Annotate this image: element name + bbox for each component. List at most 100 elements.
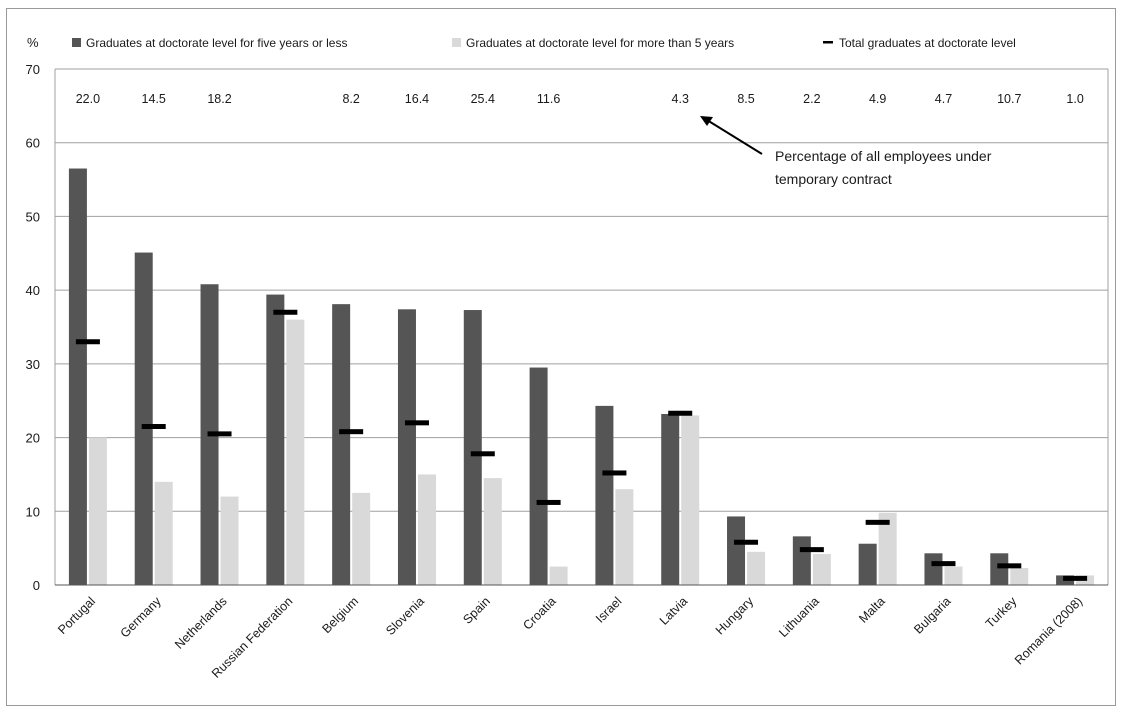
- temp-contract-label-15: 1.0: [1066, 92, 1083, 106]
- annotation-arrow-head: [700, 116, 713, 126]
- bar-older-6: [483, 478, 502, 585]
- temp-contract-label-2: 18.2: [207, 92, 231, 106]
- annotation: Percentage of all employees under tempor…: [700, 116, 992, 187]
- marker-total-3: [273, 309, 298, 315]
- temp-contract-label-5: 16.4: [405, 92, 429, 106]
- marker-total-14: [997, 563, 1022, 569]
- marker-total-4: [339, 429, 364, 435]
- marker-total-6: [470, 451, 495, 457]
- bar-recent-6: [463, 310, 482, 585]
- bar-older-9: [681, 415, 700, 585]
- temporary-contract-labels: 22.0 14.5 18.2 8.2 16.4 25.4 11.6 4.3 8.5 2.2 4.9 4…: [76, 92, 1084, 106]
- y-tick-label: 20: [26, 431, 40, 446]
- marker-total-10: [734, 539, 759, 545]
- marker-total-0: [75, 339, 100, 345]
- y-axis-ticks: 0 10 20 30 40 50 60 70: [26, 62, 40, 593]
- legend-label-recent: Graduates at doctorate level for five ye…: [86, 36, 347, 50]
- y-tick-label: 70: [26, 62, 40, 77]
- category-label-5: Slovenia: [383, 594, 427, 638]
- bar-older-4: [352, 492, 371, 585]
- y-tick-label: 10: [26, 504, 40, 519]
- bar-older-14: [1010, 568, 1029, 585]
- temp-contract-label-12: 4.9: [869, 92, 886, 106]
- annotation-arrow-line: [706, 119, 763, 155]
- marker-total-8: [602, 470, 627, 476]
- bar-recent-11: [792, 536, 811, 585]
- gridlines: [54, 68, 1109, 585]
- legend-swatch-recent: [72, 38, 81, 47]
- category-label-15: Romania (2008): [1012, 594, 1085, 667]
- y-tick-label: 60: [26, 136, 40, 151]
- bar-older-13: [944, 566, 963, 585]
- temp-contract-label-0: 22.0: [76, 92, 100, 106]
- category-label-12: Malta: [856, 594, 888, 626]
- bar-recent-4: [332, 304, 351, 585]
- bar-older-12: [878, 512, 897, 585]
- y-tick-label: 40: [26, 283, 40, 298]
- category-label-0: Portugal: [55, 594, 98, 637]
- bar-older-0: [88, 437, 107, 585]
- bar-recent-13: [924, 553, 943, 585]
- temp-contract-label-9: 4.3: [672, 92, 689, 106]
- temp-contract-label-7: 11.6: [537, 92, 560, 106]
- marker-total-15: [1063, 575, 1088, 581]
- bar-older-5: [417, 474, 436, 585]
- bar-older-3: [286, 319, 305, 585]
- y-tick-label: 50: [26, 209, 40, 224]
- bar-recent-1: [134, 252, 153, 585]
- temp-contract-label-11: 2.2: [803, 92, 820, 106]
- annotation-line-2: temporary contract: [775, 171, 892, 187]
- annotation-line-1: Percentage of all employees under: [775, 148, 992, 164]
- bar-recent-5: [397, 309, 416, 585]
- category-label-7: Croatia: [520, 594, 558, 632]
- bars: [68, 168, 1095, 585]
- temp-contract-label-10: 8.5: [737, 92, 754, 106]
- total-markers: [75, 309, 1088, 581]
- y-tick-label: 30: [26, 357, 40, 372]
- bar-recent-14: [990, 553, 1009, 585]
- bar-older-7: [549, 566, 568, 585]
- marker-total-13: [931, 561, 956, 567]
- temp-contract-label-1: 14.5: [142, 92, 166, 106]
- bar-older-11: [812, 554, 831, 585]
- marker-total-1: [141, 424, 166, 430]
- category-label-9: Latvia: [657, 594, 691, 628]
- category-label-11: Lithuania: [776, 594, 822, 640]
- bar-recent-0: [68, 168, 87, 585]
- category-label-13: Bulgaria: [911, 594, 953, 636]
- legend-label-total: Total graduates at doctorate level: [839, 36, 1016, 50]
- bar-older-2: [220, 496, 239, 585]
- bar-older-8: [615, 489, 634, 585]
- marker-total-9: [668, 410, 693, 416]
- temp-contract-label-4: 8.2: [342, 92, 359, 106]
- legend: Graduates at doctorate level for five ye…: [72, 36, 1016, 50]
- marker-total-5: [404, 420, 429, 426]
- marker-total-2: [207, 431, 232, 437]
- category-label-14: Turkey: [983, 594, 1020, 631]
- marker-total-11: [799, 547, 824, 553]
- bar-recent-10: [727, 516, 746, 585]
- legend-label-older: Graduates at doctorate level for more th…: [466, 36, 734, 50]
- bar-recent-3: [266, 294, 285, 585]
- category-label-8: Israel: [593, 594, 625, 626]
- temp-contract-label-14: 10.7: [997, 92, 1021, 106]
- chart-frame: [6, 8, 1116, 706]
- y-tick-label: 0: [33, 578, 40, 593]
- bar-older-1: [154, 481, 173, 585]
- marker-total-7: [536, 499, 561, 505]
- legend-marker-total: [823, 41, 833, 44]
- category-label-6: Spain: [460, 594, 493, 627]
- bar-recent-8: [595, 405, 614, 585]
- category-label-2: Netherlands: [172, 594, 230, 652]
- legend-swatch-older: [452, 38, 461, 47]
- marker-total-12: [865, 519, 890, 525]
- category-label-10: Hungary: [713, 594, 757, 638]
- category-label-4: Belgium: [319, 594, 361, 636]
- bar-recent-12: [858, 543, 877, 585]
- temp-contract-label-6: 25.4: [471, 92, 495, 106]
- bar-recent-7: [529, 367, 548, 585]
- bar-older-10: [747, 551, 766, 585]
- temp-contract-label-13: 4.7: [935, 92, 952, 106]
